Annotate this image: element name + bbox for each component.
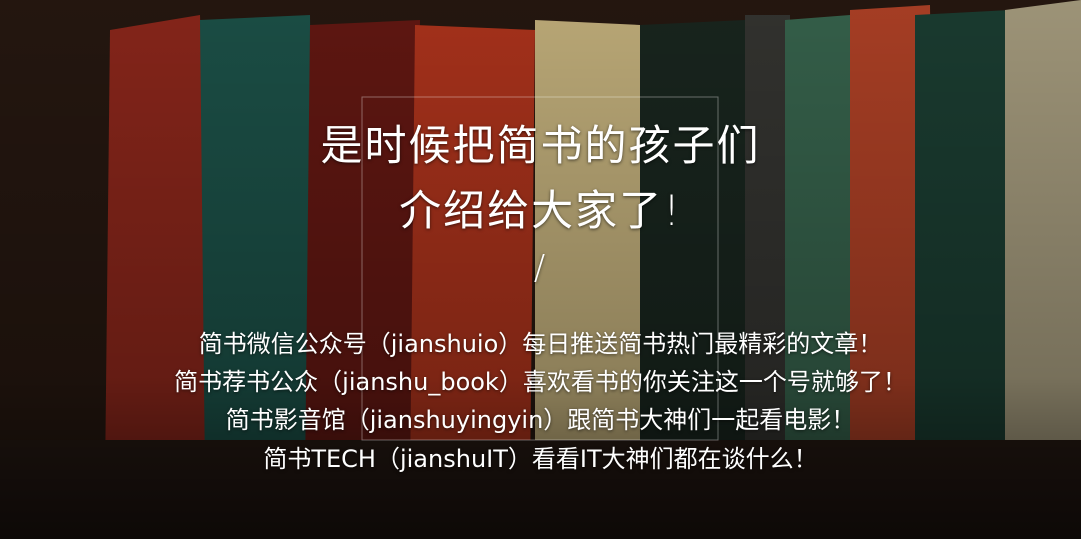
account-line: 简书影音馆（jianshuyingyin）跟简书大神们一起看电影！ — [225, 406, 856, 434]
divider: / — [533, 248, 548, 288]
headline: 是时候把简书的孩子们 — [320, 121, 761, 170]
account-line: 简书TECH（jianshuIT）看看IT大神们都在谈什么！ — [263, 445, 818, 473]
account-line: 简书荐书公众（jianshu_book）喜欢看书的你关注这一个号就够了！ — [174, 368, 907, 396]
frame — [361, 96, 719, 441]
headline: 介绍给大家了! — [399, 186, 682, 235]
account-line: 简书微信公众号（jianshuio）每日推送简书热门最精彩的文章！ — [198, 330, 883, 358]
